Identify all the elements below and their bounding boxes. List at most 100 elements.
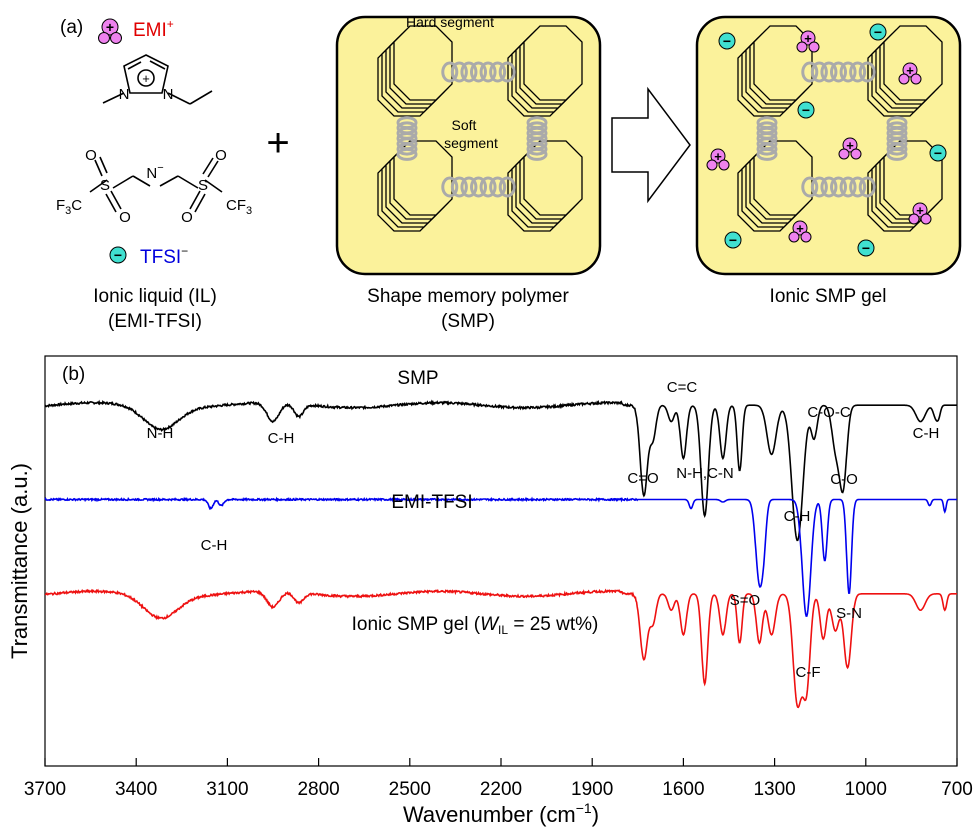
- anion-icon: −: [718, 32, 736, 50]
- ann-il-ch: C-H: [201, 537, 228, 554]
- atom-o-3: O: [215, 147, 227, 164]
- hard-segment-block: [737, 140, 813, 232]
- panel-b-label: (b): [62, 364, 85, 385]
- gel-schematic: + + + + + + − − − − − −: [695, 15, 962, 276]
- panel-b: (b) 3700 3400 3100 2800 2500 2200 1900 1600 1300…: [7, 355, 973, 827]
- atom-n-center: N−: [146, 162, 163, 182]
- x-tick-label: 1000: [845, 779, 887, 800]
- ann-smp-co-double: C=O: [627, 470, 658, 487]
- anion-icon: −: [797, 101, 815, 119]
- atom-s-left: S: [100, 177, 110, 194]
- cation-sign: +: [916, 203, 924, 218]
- group-f3c: F3C: [56, 197, 82, 217]
- caption-smp-line1: Shape memory polymer: [367, 286, 569, 307]
- hard-segment-block: [377, 140, 453, 232]
- anion-icon: −: [857, 239, 875, 257]
- ann-smp-ch-2: C-H: [784, 508, 811, 525]
- soft-segment-coil: [801, 61, 876, 83]
- emi-cation-plus: +: [142, 71, 150, 86]
- soft-segment-coil: [526, 116, 548, 161]
- ann-smp-coc: C-O-C: [807, 404, 850, 421]
- caption-il-line1: Ionic liquid (IL): [93, 286, 217, 307]
- hard-segment-label: Hard segment: [406, 14, 494, 30]
- anion-sign: −: [862, 240, 870, 256]
- caption-gel: Ionic SMP gel: [770, 286, 887, 307]
- x-tick-label: 1600: [662, 779, 704, 800]
- cation-icon: +: [908, 202, 932, 225]
- cation-icon: +: [796, 30, 820, 53]
- x-tick-label: 2500: [389, 779, 431, 800]
- atom-o-2: O: [119, 209, 131, 226]
- ann-il-cf: C-F: [796, 664, 821, 681]
- emi-label: EMI+: [133, 17, 174, 41]
- ann-smp-ch-3: C-H: [913, 425, 940, 442]
- cation-sign: +: [796, 221, 804, 236]
- soft-segment-label-2: segment: [444, 135, 498, 151]
- series-label-emi-tfsi: EMI-TFSI: [391, 492, 472, 513]
- anion-icon: −: [869, 23, 887, 41]
- cation-icon: +: [838, 137, 862, 160]
- anion-icon: −: [724, 231, 742, 249]
- arrow-icon: [611, 86, 691, 204]
- ann-il-sn: S-N: [836, 605, 862, 622]
- cation-sign: +: [846, 138, 854, 153]
- anion-sign: −: [874, 24, 882, 40]
- caption-il-line2: (EMI-TFSI): [108, 311, 202, 332]
- anion-sign: −: [934, 145, 942, 161]
- soft-segment-label-1: Soft: [452, 117, 477, 133]
- atom-o-4: O: [181, 209, 193, 226]
- x-tick-label: 2800: [297, 779, 339, 800]
- cation-icon: +: [898, 62, 922, 85]
- ann-smp-ch-1: C-H: [268, 430, 295, 447]
- hard-segment-block: [507, 25, 583, 117]
- soft-segment-coil: [886, 116, 908, 161]
- x-axis-label: Wavenumber (cm−1): [403, 800, 599, 827]
- anion-legend-icon: −: [109, 246, 127, 264]
- x-tick-label: 3700: [24, 779, 66, 800]
- tfsi-structure: [89, 156, 223, 213]
- gel-segments: [737, 25, 943, 232]
- panel-a-label: (a): [60, 17, 83, 38]
- cation-sign: +: [106, 19, 114, 35]
- anion-sign: −: [802, 102, 810, 118]
- plus-operator: +: [266, 121, 289, 165]
- caption-smp-line2: (SMP): [441, 311, 495, 332]
- atom-n-right: N: [163, 86, 174, 103]
- group-cf3: CF3: [226, 197, 252, 217]
- cation-sign: +: [804, 31, 812, 46]
- soft-segment-coil: [756, 116, 778, 161]
- series-line-1: [44, 496, 957, 617]
- x-tick-label: 1900: [571, 779, 613, 800]
- spectra: [44, 399, 957, 709]
- soft-segment-coil: [441, 176, 516, 198]
- x-tick-label: 2200: [480, 779, 522, 800]
- panel-a: (a) + EMI+ + N N: [56, 14, 962, 332]
- ann-smp-nh-cn: N-H,C-N: [676, 465, 734, 482]
- x-tick-label: 700: [941, 779, 973, 800]
- hard-segment-block: [737, 25, 813, 117]
- soft-segment-coil: [801, 176, 876, 198]
- x-tick-label: 3400: [115, 779, 157, 800]
- series-line-2: [45, 588, 957, 709]
- hard-segment-block: [377, 25, 453, 117]
- smp-schematic: [335, 15, 602, 276]
- ann-smp-nh: N-H: [147, 425, 174, 442]
- atom-s-right: S: [198, 177, 208, 194]
- series-label-gel: Ionic SMP gel (WIL = 25 wt%): [352, 614, 599, 637]
- anion-sign: −: [729, 232, 737, 248]
- soft-segment-coil: [441, 61, 516, 83]
- y-axis-label: Transmittance (a.u.): [7, 463, 32, 659]
- cation-legend-icon: +: [98, 18, 122, 44]
- anion-icon: −: [929, 144, 947, 162]
- cation-icon: +: [788, 220, 812, 243]
- ann-smp-co: C-O: [830, 471, 858, 488]
- soft-segment-coil: [396, 116, 418, 161]
- x-axis: 3700 3400 3100 2800 2500 2200 1900 1600 1300 1000…: [24, 758, 973, 800]
- tfsi-label: TFSI−: [140, 244, 188, 268]
- cation-sign: +: [714, 149, 722, 164]
- anion-sign: −: [723, 33, 731, 49]
- atom-o-1: O: [85, 147, 97, 164]
- series-line-0: [44, 399, 957, 542]
- x-tick-label: 3100: [206, 779, 248, 800]
